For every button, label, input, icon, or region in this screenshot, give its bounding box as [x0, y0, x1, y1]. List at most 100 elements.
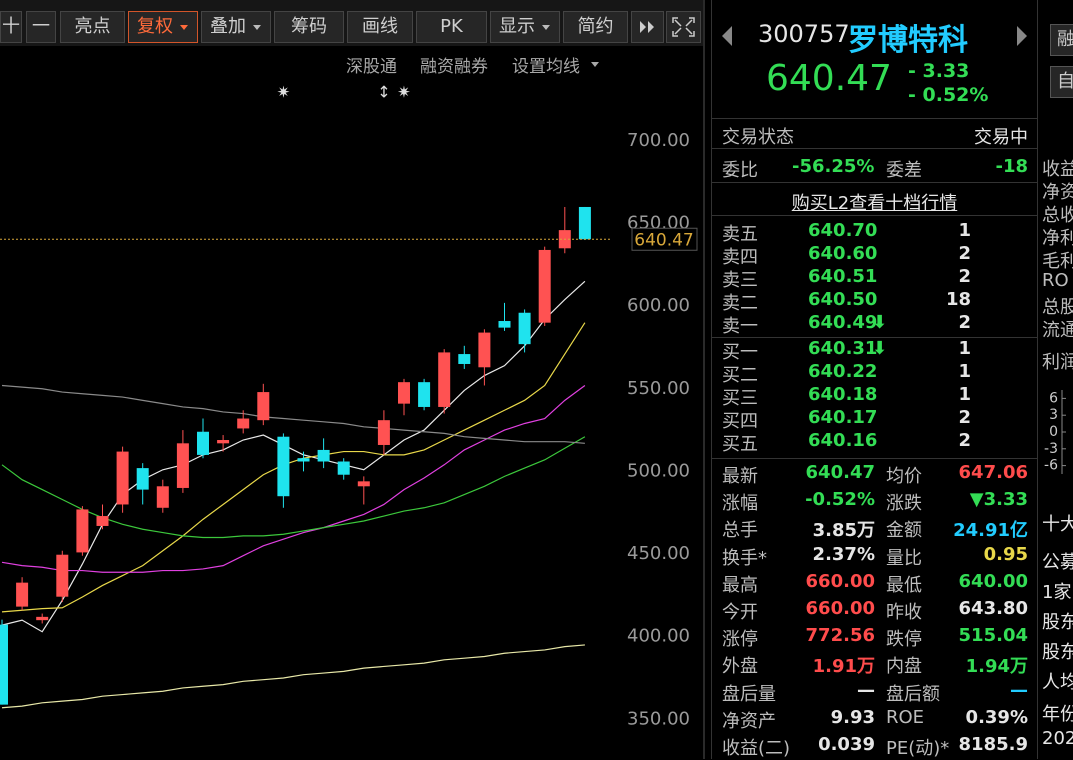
side-label: RO [1042, 270, 1069, 291]
toolbar-button[interactable]: 一 [26, 11, 56, 43]
toolbar-button[interactable]: 简约 [563, 11, 628, 43]
chart-link[interactable]: 设置均线 [512, 57, 580, 77]
candle-body [197, 431, 209, 455]
button-label: 十 [2, 16, 20, 37]
button-label: 叠加 [210, 16, 246, 37]
order-price: 640.70 [808, 220, 878, 241]
status-label: 交易状态 [722, 127, 794, 148]
mini-tick-label: 3 [1049, 407, 1058, 423]
order-label: 买五 [722, 434, 758, 455]
ratio-value: -56.25% [792, 156, 875, 177]
l2-link[interactable]: 购买L2查看十档行情 [791, 193, 958, 214]
stat-value: 1.94万 [965, 656, 1028, 678]
side-button[interactable]: 融 [1050, 24, 1073, 56]
toolbar-button[interactable]: 画线 [347, 11, 413, 43]
toolbar-button[interactable]: PK [416, 11, 487, 43]
y-tick-label: 500.00 [627, 460, 690, 481]
stat-label: 最低 [886, 574, 922, 596]
side-label: 流通 [1042, 320, 1073, 341]
stat-label: 金额 [886, 520, 922, 542]
order-label: 买二 [722, 365, 758, 386]
toolbar-button[interactable]: 显示 [490, 11, 560, 43]
stat-value: 515.04 [958, 625, 1028, 647]
button-label: 画线 [362, 16, 398, 37]
order-label: 买三 [722, 388, 758, 409]
chart-link[interactable]: 融资融券 [420, 57, 488, 77]
separator [712, 148, 1037, 149]
stat-label: 最新 [722, 466, 758, 487]
stat-value: 9.93 [830, 706, 875, 728]
next-button[interactable] [631, 11, 664, 43]
separator [712, 215, 1037, 216]
caret [542, 25, 550, 30]
candle-body [76, 509, 89, 553]
side-strip: 融自收益 净资 总收 净利 毛利 RO 总股 流通 利润 6 3 0 -3 -6 十大 公募 1家 股东 股东 人均年… [1038, 0, 1073, 759]
moving-average [1, 436, 586, 539]
moving-average [1, 322, 586, 613]
stat-label: 内盘 [886, 656, 922, 678]
prev-arrow[interactable] [722, 26, 732, 46]
toolbar-button[interactable]: 亮点 [60, 11, 125, 43]
toolbar-button[interactable]: 叠加 [201, 11, 271, 43]
stat-value: — [1010, 679, 1028, 701]
price: 640.47 [766, 58, 892, 99]
order-volume: 1 [958, 338, 971, 359]
order-volume: 1 [958, 220, 971, 241]
stat-label: 盘后额 [886, 683, 940, 705]
order-price: 640.18 [808, 384, 878, 405]
stat-value: 3.85万 [812, 520, 875, 542]
last-price-box [631, 227, 698, 251]
toolbar-button[interactable]: 复权 [128, 11, 198, 43]
side-label: 利润 [1042, 352, 1073, 373]
side-label: 收益 [1042, 159, 1073, 180]
button-label: 显示 [499, 16, 535, 37]
stat-value: 643.80 [958, 598, 1028, 619]
side-button[interactable]: 自 [1050, 66, 1073, 98]
stat-label: 外盘 [722, 656, 758, 678]
candle-body [578, 206, 591, 240]
moving-average [1, 384, 585, 444]
order-label: 买一 [722, 342, 758, 363]
stat-label: 量比 [886, 547, 922, 569]
side-label: 总收 [1042, 205, 1073, 226]
stat-label: 总手 [722, 520, 758, 542]
fullscreen-button[interactable] [666, 11, 701, 43]
stat-value: 2.37% [812, 543, 875, 565]
stat-label: 跌停 [886, 629, 922, 651]
stat-label: 昨收 [886, 602, 922, 623]
quote-arrows [722, 26, 1027, 46]
caret [591, 62, 599, 67]
chart-marker: ↕ [377, 83, 390, 102]
dropdown-caret [542, 25, 550, 30]
caret [180, 25, 188, 30]
stat-label: 涨幅 [722, 493, 758, 515]
chart-marker: ✷ [277, 83, 290, 102]
stat-value: 0.95 [983, 543, 1028, 565]
separator [712, 458, 1037, 459]
stat-label: 均价 [886, 466, 922, 487]
candle-body [458, 354, 471, 364]
dropdown-caret [253, 25, 261, 30]
button-label: 简约 [577, 16, 614, 37]
stat-value: ▼3.33 [969, 489, 1028, 511]
next-arrow[interactable] [1017, 26, 1027, 46]
order-arrow: ⬇ [872, 312, 888, 333]
status-value: 交易中 [974, 127, 1028, 148]
candle-body [518, 312, 531, 345]
order-price: 640.50 [808, 289, 878, 310]
toolbar-button[interactable]: 筹码 [274, 11, 344, 43]
candle-body [176, 443, 189, 488]
toolbar-button[interactable]: 十 [0, 11, 22, 43]
candle-body [317, 449, 330, 462]
order-label: 卖五 [722, 224, 758, 245]
stat-label: 净资产 [722, 710, 776, 732]
last-price-label: 640.47 [634, 230, 693, 250]
button-label: 复权 [137, 16, 173, 37]
side-label: 毛利 [1042, 251, 1073, 272]
button-label: PK [440, 16, 463, 37]
candle-body [418, 382, 431, 407]
side-label: 公募 [1042, 552, 1073, 573]
chart-link[interactable]: 深股通 [346, 57, 397, 77]
side-label: 净资 [1042, 182, 1073, 203]
